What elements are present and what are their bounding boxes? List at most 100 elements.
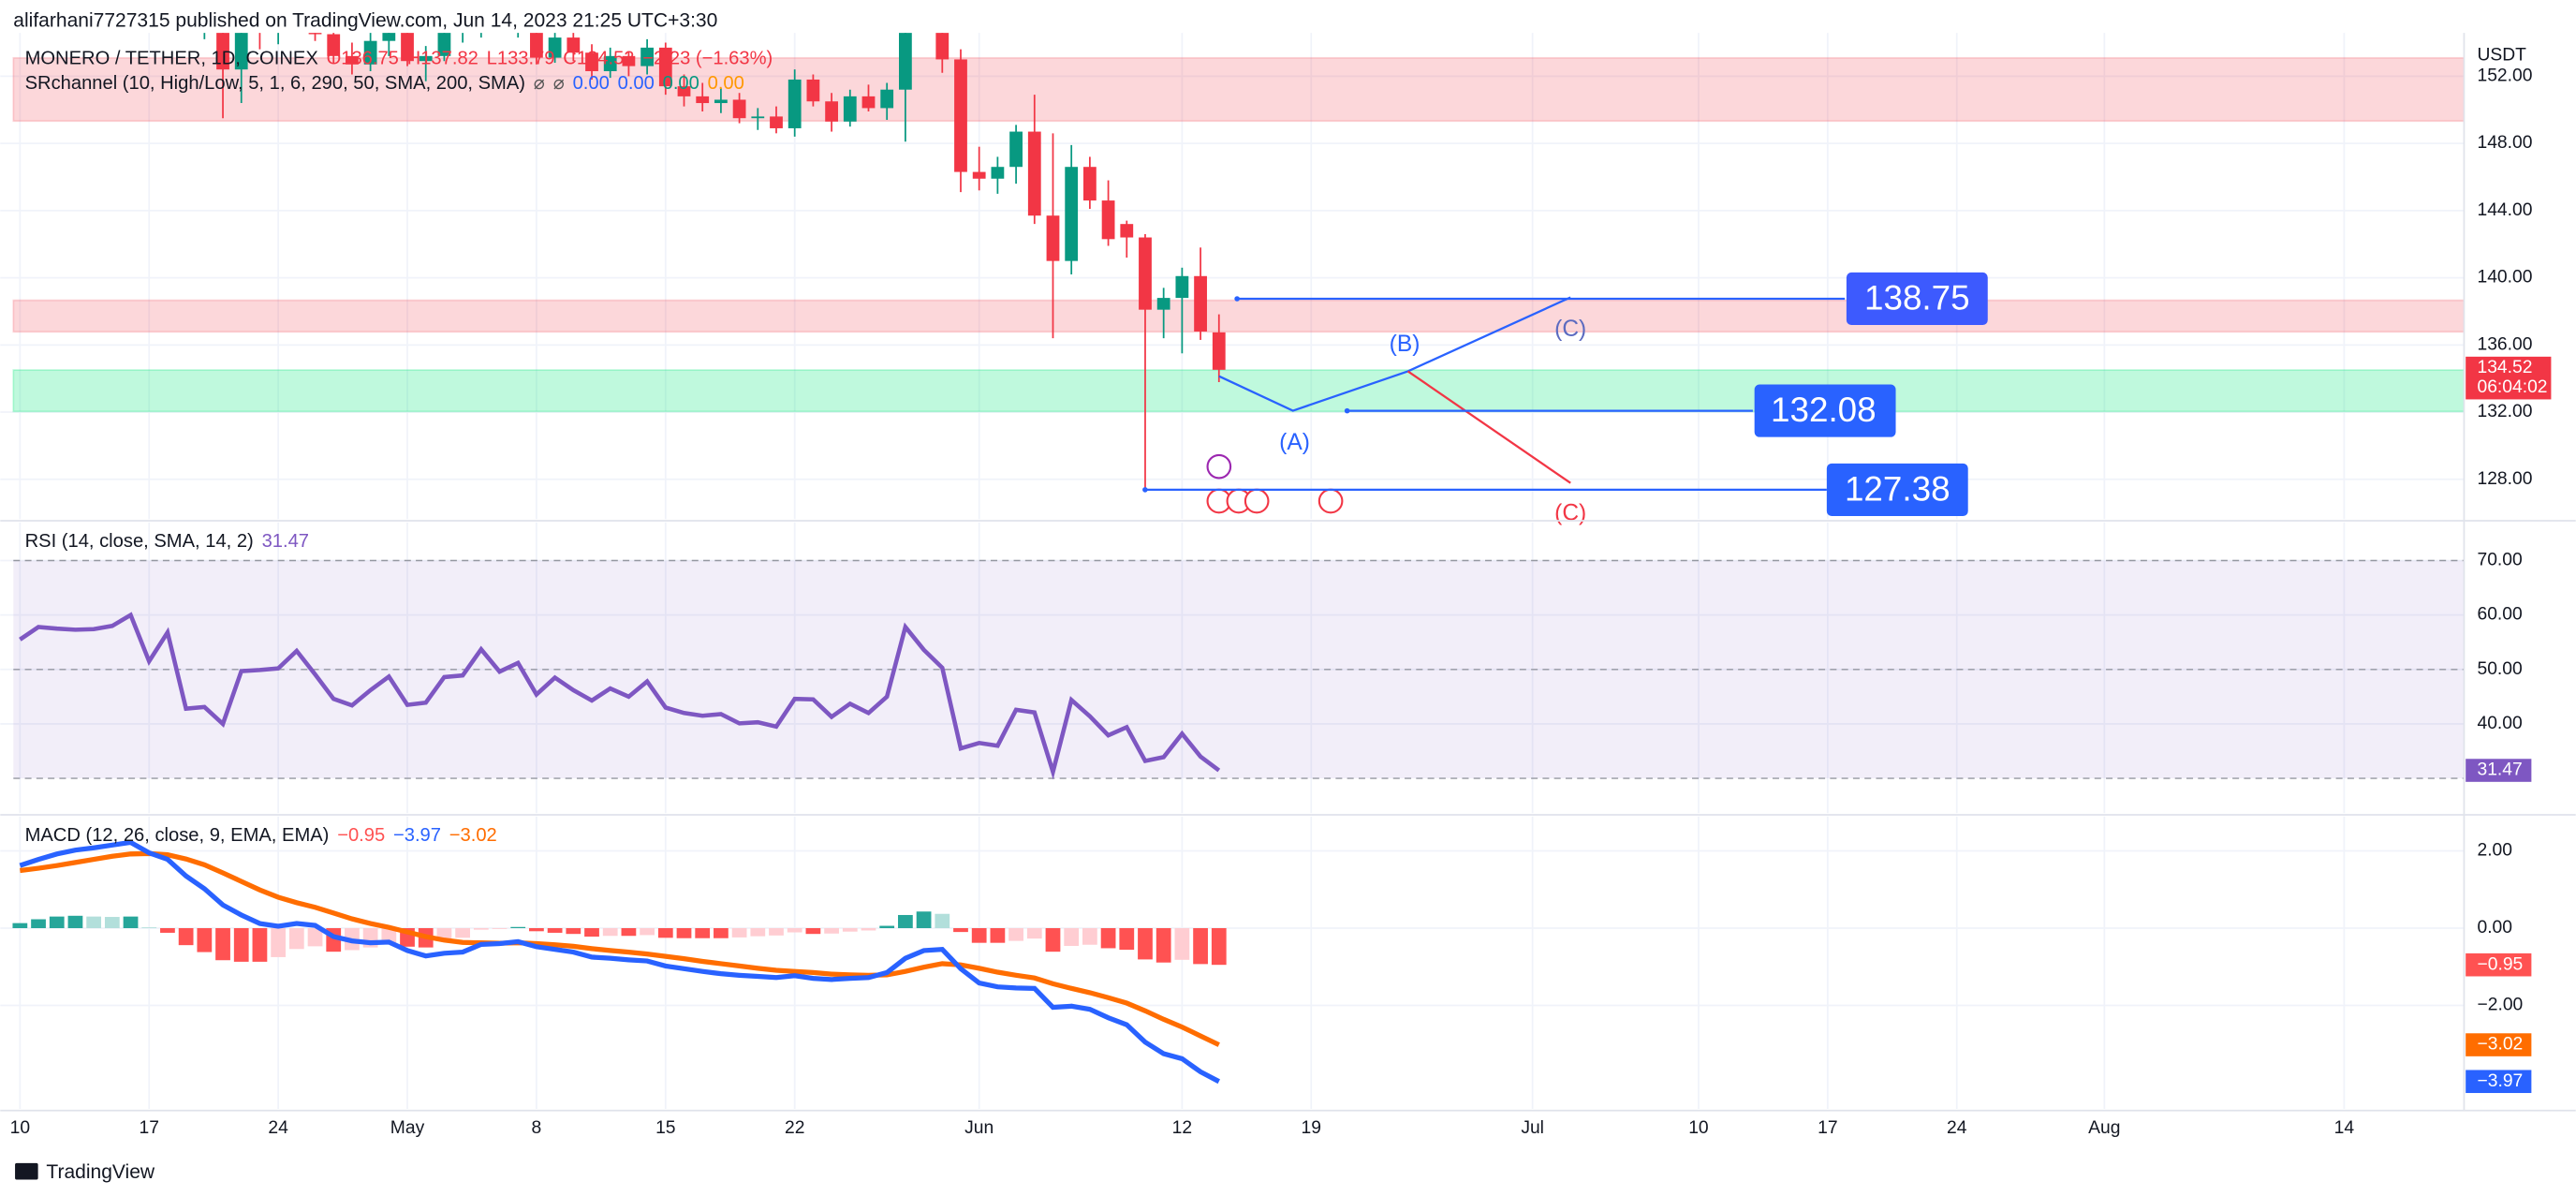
candle-body <box>1101 200 1115 240</box>
x-tick-label: Jun <box>964 1118 994 1138</box>
histogram-bar <box>1082 927 1097 945</box>
wave-label: (C) <box>1554 317 1586 342</box>
histogram-bar <box>233 927 249 962</box>
candle-body <box>696 96 710 104</box>
event-icon <box>1244 488 1270 514</box>
y-tick-label: 70.00 <box>2477 551 2522 570</box>
wave-label: (B) <box>1390 332 1420 357</box>
candle-body <box>898 33 912 90</box>
histogram-value-label: −0.95 <box>2477 954 2523 974</box>
candle-body <box>530 33 543 58</box>
wave-label: (A) <box>1279 430 1310 455</box>
candle-body <box>918 0 931 21</box>
histogram-bar <box>769 927 784 936</box>
candle-body <box>363 40 377 65</box>
histogram-bar <box>1045 927 1061 952</box>
x-tick-label: May <box>390 1118 425 1138</box>
histogram-bar <box>473 927 489 930</box>
legend-text: −2.23 (−1.63%) <box>642 48 773 68</box>
candle-body <box>437 33 451 56</box>
legend-text: 0.00 <box>573 73 610 94</box>
labels: 10 17 24 May 8 15 22 Jun 12 19 Jul 10 17 24 Aug 14 152.0… <box>10 9 2552 1138</box>
rsi-value-box <box>2466 759 2532 782</box>
axes <box>0 33 2576 1112</box>
wave-label: (C) <box>1554 501 1586 526</box>
histogram-bar <box>197 927 213 952</box>
y-tick-label: −2.00 <box>2477 996 2523 1015</box>
histogram-bar <box>215 927 230 961</box>
candle-body <box>770 116 783 128</box>
candles <box>203 0 1226 490</box>
legend-text: SRchannel (10, High/Low, 5, 1, 6, 290, 5… <box>25 73 525 94</box>
histogram-bar <box>141 927 157 929</box>
candle-body <box>216 33 229 70</box>
candle-body <box>622 55 636 66</box>
candle-body <box>1175 275 1189 299</box>
level-anchor <box>1142 487 1148 493</box>
y-tick-label: 60.00 <box>2477 605 2522 625</box>
candle-body <box>401 33 414 62</box>
histogram-bar <box>824 927 839 934</box>
logo <box>15 1162 38 1180</box>
candle-body <box>788 79 802 128</box>
signal-line <box>20 850 1220 1047</box>
candle-body <box>1212 332 1226 370</box>
histogram-bar <box>160 927 175 933</box>
legend-text: MONERO / TETHER, 1D, COINEX <box>25 48 319 68</box>
histogram-bar <box>49 916 65 928</box>
histogram-bar <box>1156 927 1171 963</box>
rsi-value-label: 31.47 <box>2477 760 2522 780</box>
signal-value-label: −3.02 <box>2477 1035 2523 1055</box>
x-tick-label: 10 <box>1688 1118 1708 1138</box>
signal-value-box <box>2466 1033 2532 1056</box>
macd-value-box <box>2466 1070 2532 1094</box>
candle-body <box>603 55 617 71</box>
candle-body <box>308 33 322 35</box>
candle-body <box>806 79 820 102</box>
histogram-bar <box>731 927 747 938</box>
histogram-bar <box>510 926 526 928</box>
candle-body <box>1046 215 1060 261</box>
histogram-bar <box>953 927 968 933</box>
legend-text: 0.00 <box>618 73 655 94</box>
x-tick-label: 17 <box>1818 1118 1837 1138</box>
histogram-bar <box>695 927 711 938</box>
footer: TradingView <box>15 1161 155 1183</box>
wave-line <box>1406 370 1571 484</box>
level-anchor <box>1234 296 1240 302</box>
histogram-bar <box>547 927 563 933</box>
candle-body <box>567 37 581 53</box>
histogram-bar <box>602 927 618 937</box>
macd-pane <box>12 839 1227 1085</box>
x-tick-label: 17 <box>140 1118 159 1138</box>
legend-text: ⌀ <box>553 73 565 94</box>
x-tick-label: 24 <box>1947 1118 1967 1138</box>
candle-body <box>991 167 1005 179</box>
candle-body <box>1194 275 1207 332</box>
event-icon <box>1317 488 1344 514</box>
candle-body <box>732 99 746 119</box>
legend-text: 0.00 <box>708 73 744 94</box>
publisher: alifarhani7727315 published on TradingVi… <box>13 9 717 31</box>
histogram-bar <box>916 911 932 928</box>
histogram-bar <box>178 927 194 946</box>
candle-body <box>1120 224 1134 238</box>
histogram-bar <box>1026 927 1042 939</box>
y-tick-label: 40.00 <box>2477 714 2522 733</box>
level-label: 132.08 <box>1771 391 1877 429</box>
currency: USDT <box>2477 46 2526 66</box>
y-tick-label: 152.00 <box>2477 66 2532 85</box>
candle-body <box>327 34 341 56</box>
last-price-box <box>2466 356 2552 400</box>
histogram-bar <box>584 927 599 938</box>
macd-line <box>19 839 1220 1085</box>
histogram-bar <box>1119 927 1135 951</box>
histogram-bar <box>861 927 876 931</box>
legend-text: RSI (14, close, SMA, 14, 2) <box>25 531 254 552</box>
y-tick-label: 50.00 <box>2477 659 2522 679</box>
x-tick-label: 12 <box>1172 1118 1192 1138</box>
candle-body <box>1065 167 1079 261</box>
histogram-bar <box>787 927 802 933</box>
macd-value-label: −3.97 <box>2477 1071 2523 1091</box>
